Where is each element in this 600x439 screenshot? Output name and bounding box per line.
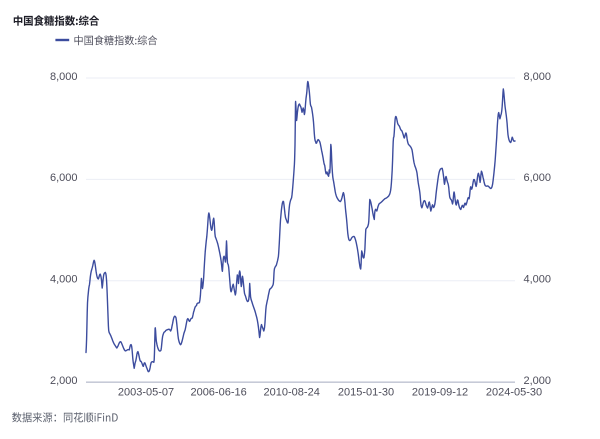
svg-text:8,000: 8,000 [50, 71, 78, 83]
svg-text:8,000: 8,000 [524, 71, 552, 83]
svg-text:2006-06-16: 2006-06-16 [190, 387, 246, 399]
svg-text:2,000: 2,000 [50, 375, 78, 387]
svg-text:6,000: 6,000 [50, 172, 78, 184]
svg-text:2015-01-30: 2015-01-30 [338, 387, 394, 399]
svg-text:4,000: 4,000 [50, 274, 78, 286]
svg-text:2019-09-12: 2019-09-12 [412, 387, 468, 399]
svg-text:2024-05-30: 2024-05-30 [486, 387, 542, 399]
svg-text:6,000: 6,000 [524, 172, 552, 184]
svg-text:2,000: 2,000 [524, 375, 552, 387]
svg-text:2003-05-07: 2003-05-07 [118, 387, 174, 399]
svg-text:4,000: 4,000 [524, 274, 552, 286]
svg-text:2010-08-24: 2010-08-24 [264, 387, 320, 399]
